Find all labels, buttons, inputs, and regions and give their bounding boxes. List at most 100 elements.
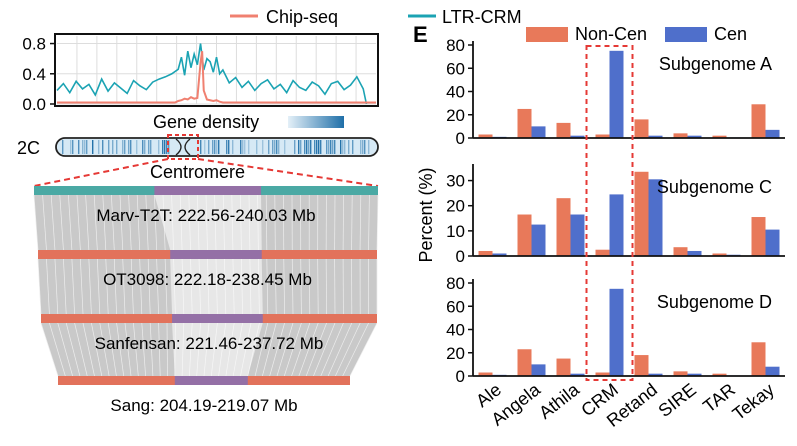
bar xyxy=(556,358,571,376)
synteny-link xyxy=(166,322,168,377)
synteny-link xyxy=(262,322,277,377)
synteny-link xyxy=(149,322,154,377)
y-tick-label: 60 xyxy=(446,59,465,78)
bar xyxy=(751,104,766,138)
synteny-link xyxy=(59,194,64,251)
density-stripe xyxy=(364,140,366,154)
synteny-link xyxy=(80,258,84,315)
synteny-link xyxy=(111,194,115,251)
zoom-line-left xyxy=(33,158,169,187)
synteny-link xyxy=(269,322,285,377)
y-tick-label: 20 xyxy=(446,106,465,125)
bar xyxy=(751,217,766,256)
y-tick-label: 0 xyxy=(456,367,465,386)
signal-chart: 0.0 0.4 0.8 xyxy=(22,33,379,114)
synteny-link xyxy=(74,322,88,377)
synteny-link xyxy=(298,322,319,377)
legend-cen-swatch xyxy=(665,27,707,42)
synteny-link xyxy=(124,322,132,377)
bar xyxy=(595,134,610,138)
density-stripe xyxy=(340,140,342,154)
density-stripe xyxy=(304,140,306,154)
density-stripe xyxy=(214,140,216,154)
legend-chip-label: Chip-seq xyxy=(266,7,338,27)
centromere-synteny-gap xyxy=(170,259,263,314)
centromere-synteny-gap xyxy=(154,195,262,250)
synteny-link xyxy=(283,322,302,377)
genome-bar: Sanfensan: 221.46-237.72 Mb xyxy=(41,314,377,353)
synteny-link xyxy=(351,194,353,251)
legend-noncen-swatch xyxy=(526,27,568,42)
density-stripe xyxy=(244,140,246,154)
density-stripe xyxy=(124,140,126,154)
centromere-highlight-box xyxy=(167,134,199,160)
panel-title: Subgenome A xyxy=(659,54,772,74)
synteny-link xyxy=(320,322,344,377)
density-stripe xyxy=(226,140,228,154)
density-stripe xyxy=(368,140,370,154)
density-stripe xyxy=(164,140,166,154)
density-stripe xyxy=(348,140,350,154)
synteny-link xyxy=(376,194,379,251)
density-stripe xyxy=(112,140,114,154)
y-tick-label: 0.4 xyxy=(22,65,46,84)
density-stripe xyxy=(148,140,150,154)
density-stripe xyxy=(204,140,206,154)
density-stripe xyxy=(308,140,310,154)
bar xyxy=(531,126,546,138)
density-stripe xyxy=(144,140,146,154)
density-stripe xyxy=(62,140,64,154)
panel-title: Subgenome D xyxy=(657,292,772,312)
legend-ltr-label: LTR-CRM xyxy=(442,7,522,27)
density-stripe xyxy=(142,140,144,154)
bar xyxy=(517,214,532,256)
density-stripe xyxy=(306,140,308,154)
y-tick-label: 0.0 xyxy=(22,95,46,114)
density-stripe xyxy=(328,140,330,154)
synteny-link xyxy=(349,322,378,377)
density-stripe xyxy=(162,140,164,154)
gene-density-label: Gene density xyxy=(153,112,259,132)
synteny-link xyxy=(291,322,311,377)
bar xyxy=(595,249,610,256)
synteny-link xyxy=(119,194,124,251)
synteny-link xyxy=(147,258,151,315)
density-stripe xyxy=(300,140,302,154)
synteny-link xyxy=(274,258,277,315)
density-stripe xyxy=(72,140,74,154)
bar xyxy=(556,122,571,138)
bar xyxy=(712,373,727,376)
synteny-link xyxy=(65,322,81,377)
synteny-link xyxy=(164,258,168,315)
density-stripe xyxy=(240,140,242,154)
bar-panels: 0 20 40 60 80 Subgenome A 0 10 20 30 Subgenome C 0 2… xyxy=(446,36,785,386)
bar xyxy=(673,133,688,138)
chromosome-density-track xyxy=(57,139,377,155)
bar xyxy=(712,135,727,138)
centromere-synteny-gap xyxy=(172,323,263,376)
signal-chart-yticks: 0.0 0.4 0.8 xyxy=(22,35,55,114)
synteny-link xyxy=(107,322,117,377)
density-stripe xyxy=(158,140,160,154)
synteny-link xyxy=(88,258,92,315)
y-tick-label: 80 xyxy=(446,274,465,293)
bar-panel: 0 20 40 60 80 Subgenome D xyxy=(446,274,785,386)
density-stripe xyxy=(320,140,322,154)
density-stripe xyxy=(78,140,80,154)
density-stripe xyxy=(352,140,354,154)
density-stripe xyxy=(342,140,344,154)
chromosome-label: 2C xyxy=(17,138,40,158)
synteny-link xyxy=(342,194,344,251)
y-tick-label: 40 xyxy=(446,321,465,340)
y-tick-label: 10 xyxy=(446,222,465,241)
y-tick-label: 0 xyxy=(456,247,465,266)
chip-seq-series-line xyxy=(57,50,376,104)
synteny-link xyxy=(63,258,67,315)
bar xyxy=(570,135,585,138)
y-tick-label: 60 xyxy=(446,297,465,316)
bar xyxy=(478,372,493,376)
panel-letter: E xyxy=(413,22,428,47)
synteny-link xyxy=(139,258,143,315)
synteny-link xyxy=(113,258,117,315)
